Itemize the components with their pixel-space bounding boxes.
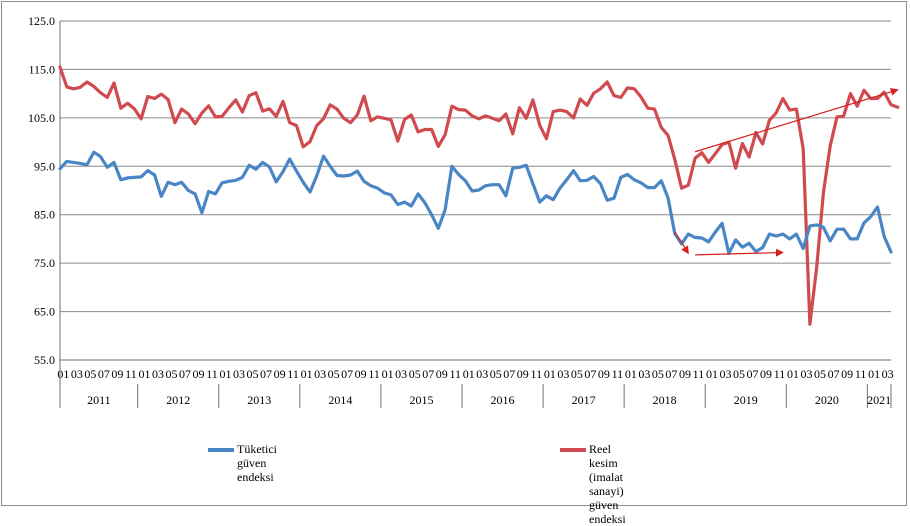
x-year-label: 2015	[409, 393, 433, 407]
x-year-label: 2018	[653, 393, 677, 407]
x-month-label: 09	[760, 367, 772, 381]
x-month-label: 07	[747, 367, 759, 381]
x-month-label: 05	[84, 367, 96, 381]
x-year-label: 2020	[815, 393, 839, 407]
x-month-label: 03	[476, 367, 488, 381]
legend-swatch-red	[560, 448, 586, 452]
x-year-label: 2014	[328, 393, 352, 407]
x-year-label: 2012	[166, 393, 190, 407]
x-month-label: 01	[301, 367, 313, 381]
y-tick-label: 115.0	[28, 62, 55, 76]
x-month-label: 07	[665, 367, 677, 381]
x-month-label: 07	[828, 367, 840, 381]
trend-arrow	[674, 231, 689, 255]
x-year-label: 2016	[491, 393, 515, 407]
x-month-label: 11	[855, 367, 867, 381]
x-month-label: 03	[801, 367, 813, 381]
x-year-label: 2011	[87, 393, 111, 407]
x-month-label: 09	[355, 367, 367, 381]
x-month-label: 03	[233, 367, 245, 381]
x-month-label: 05	[165, 367, 177, 381]
x-month-label: 11	[449, 367, 461, 381]
x-month-label: 03	[314, 367, 326, 381]
x-month-label: 11	[206, 367, 218, 381]
x-year-label: 2021	[867, 393, 891, 407]
x-month-label: 03	[638, 367, 650, 381]
x-month-label: 05	[571, 367, 583, 381]
x-year-label: 2019	[734, 393, 758, 407]
x-month-label: 11	[693, 367, 705, 381]
x-month-label: 11	[531, 367, 543, 381]
x-month-label: 01	[544, 367, 556, 381]
x-month-label: 07	[341, 367, 353, 381]
trend-arrow	[694, 87, 899, 153]
x-month-label: 07	[422, 367, 434, 381]
legend-label-consumer-confidence: Tüketici güven endeksi	[237, 442, 277, 484]
x-month-label: 09	[436, 367, 448, 381]
x-month-label: 07	[503, 367, 515, 381]
x-month-label: 11	[125, 367, 137, 381]
y-tick-label: 95.0	[34, 159, 55, 173]
x-month-label: 07	[260, 367, 272, 381]
x-month-label: 03	[71, 367, 83, 381]
x-month-label: 01	[706, 367, 718, 381]
x-month-label: 01	[787, 367, 799, 381]
x-month-label: 09	[111, 367, 123, 381]
x-year-label: 2017	[572, 393, 596, 407]
x-month-label: 11	[287, 367, 299, 381]
x-month-label: 11	[368, 367, 380, 381]
x-year-label: 2013	[247, 393, 271, 407]
x-month-label: 01	[625, 367, 637, 381]
x-month-label: 09	[598, 367, 610, 381]
y-tick-label: 85.0	[34, 208, 55, 222]
x-month-label: 05	[814, 367, 826, 381]
gridlines	[60, 20, 891, 313]
x-month-label: 05	[652, 367, 664, 381]
x-month-label: 09	[193, 367, 205, 381]
x-month-label: 01	[382, 367, 394, 381]
x-month-label: 09	[274, 367, 286, 381]
x-month-label: 03	[719, 367, 731, 381]
x-month-label: 01	[463, 367, 475, 381]
x-month-label: 01	[138, 367, 150, 381]
y-tick-label: 55.0	[34, 353, 55, 367]
series-line	[58, 65, 900, 326]
x-month-label: 09	[517, 367, 529, 381]
x-month-label: 05	[328, 367, 340, 381]
legend-swatch-blue	[208, 448, 234, 452]
series-lines	[58, 65, 900, 326]
x-month-label: 05	[490, 367, 502, 381]
y-tick-label: 105.0	[28, 111, 55, 125]
x-month-label: 07	[98, 367, 110, 381]
x-month-label: 05	[409, 367, 421, 381]
x-month-label: 03	[395, 367, 407, 381]
x-month-label: 05	[733, 367, 745, 381]
y-tick-label: 75.0	[34, 256, 55, 270]
x-month-label: 03	[152, 367, 164, 381]
x-month-label: 01	[220, 367, 232, 381]
x-month-label: 03	[557, 367, 569, 381]
x-month-label: 09	[679, 367, 691, 381]
trend-arrow	[695, 248, 784, 257]
x-month-label: 07	[584, 367, 596, 381]
series-line	[58, 150, 893, 256]
x-month-label: 09	[841, 367, 853, 381]
x-month-label: 03	[882, 367, 894, 381]
x-month-label: 11	[612, 367, 624, 381]
y-tick-label: 125.0	[28, 14, 55, 28]
x-month-label: 01	[57, 367, 69, 381]
annotations	[674, 87, 899, 257]
x-month-label: 05	[247, 367, 259, 381]
x-month-label: 11	[774, 367, 786, 381]
x-month-label: 07	[179, 367, 191, 381]
legend-label-real-sector-confidence: Reel kesim (imalat sanayi) güven endeksi	[589, 442, 626, 526]
y-tick-label: 65.0	[34, 305, 55, 319]
x-month-label: 01	[868, 367, 880, 381]
